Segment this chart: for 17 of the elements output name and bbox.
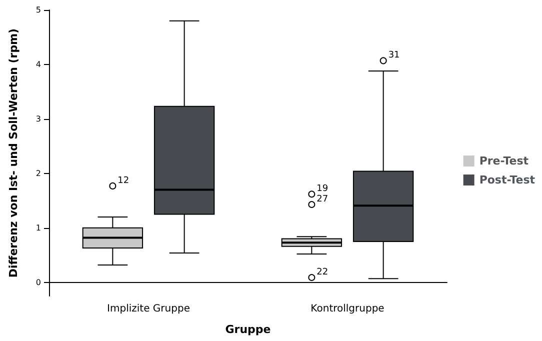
annotation: 27 [316,194,328,204]
x-axis-title: Gruppe [225,323,271,336]
legend-label: Pre-Test [479,154,529,168]
annotation: 22 [316,267,328,278]
x-tick-label: Kontrollgruppe [310,304,384,314]
x-tick-label: Implizite Gruppe [107,304,190,314]
annotation: 19 [316,184,328,194]
y-tick-label: 1 [36,223,41,232]
annotation: 12 [118,176,130,186]
y-tick-label: 4 [36,60,41,69]
legend-label: Post-Test [479,174,536,186]
annotation: 31 [388,50,400,61]
y-tick-label: 3 [36,114,41,124]
y-tick-label: 2 [36,168,41,178]
y-axis-title: Differenz von Ist- und Soll-Werten (rpm) [7,28,20,278]
y-tick-label: 5 [36,6,41,14]
y-tick-label: 0 [36,278,41,287]
